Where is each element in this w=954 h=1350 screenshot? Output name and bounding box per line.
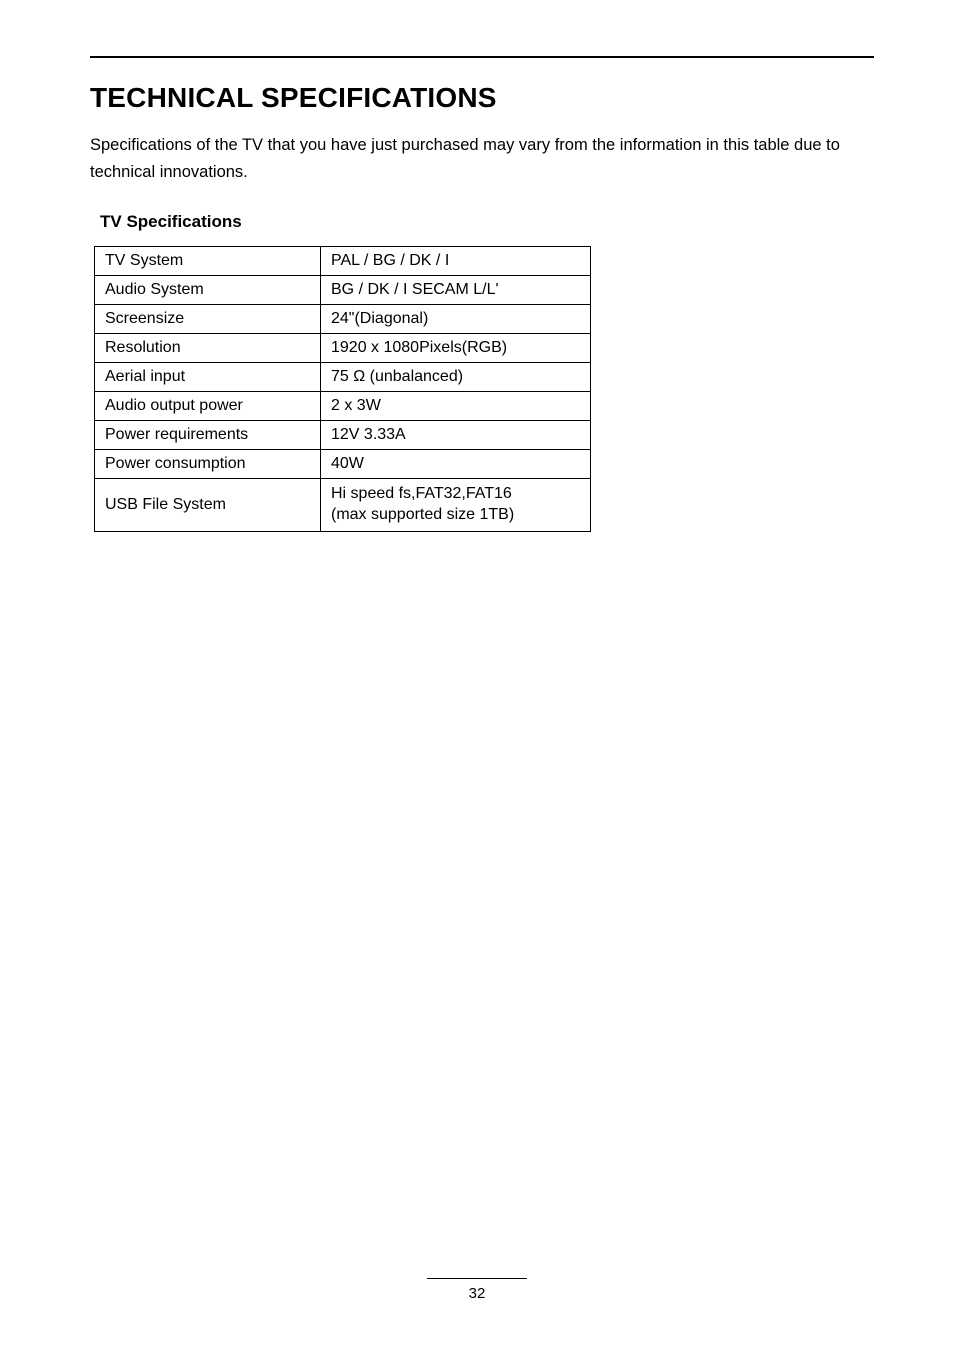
- table-row: Aerial input 75 Ω (unbalanced): [95, 363, 591, 392]
- spec-label: TV System: [95, 247, 321, 276]
- spec-label: Audio System: [95, 276, 321, 305]
- spec-label: USB File System: [95, 479, 321, 532]
- page-title: TECHNICAL SPECIFICATIONS: [90, 82, 874, 114]
- spec-value: 24"(Diagonal): [321, 305, 591, 334]
- specifications-table: TV System PAL / BG / DK / I Audio System…: [94, 246, 591, 532]
- table-row: Screensize 24"(Diagonal): [95, 305, 591, 334]
- usb-line2: (max supported size 1TB): [331, 506, 514, 523]
- table-row: Power requirements 12V 3.33A: [95, 421, 591, 450]
- table-row: Power consumption 40W: [95, 450, 591, 479]
- page-number: 32: [0, 1285, 954, 1302]
- table-row: Audio output power 2 x 3W: [95, 392, 591, 421]
- spec-label: Power consumption: [95, 450, 321, 479]
- table-heading: TV Specifications: [100, 212, 874, 232]
- page-footer: 32: [0, 1278, 954, 1302]
- spec-label: Aerial input: [95, 363, 321, 392]
- table-row: Audio System BG / DK / I SECAM L/L': [95, 276, 591, 305]
- table-row: Resolution 1920 x 1080Pixels(RGB): [95, 334, 591, 363]
- table-row: TV System PAL / BG / DK / I: [95, 247, 591, 276]
- spec-value: PAL / BG / DK / I: [321, 247, 591, 276]
- spec-value: Hi speed fs,FAT32,FAT16 (max supported s…: [321, 479, 591, 532]
- spec-label: Screensize: [95, 305, 321, 334]
- top-horizontal-rule: [90, 56, 874, 58]
- spec-value: 12V 3.33A: [321, 421, 591, 450]
- footer-horizontal-rule: [427, 1278, 527, 1279]
- spec-label: Power requirements: [95, 421, 321, 450]
- usb-line1: Hi speed fs,FAT32,FAT16: [331, 485, 512, 502]
- spec-label: Resolution: [95, 334, 321, 363]
- table-row: USB File System Hi speed fs,FAT32,FAT16 …: [95, 479, 591, 532]
- intro-paragraph: Specifications of the TV that you have j…: [90, 132, 874, 186]
- spec-value: 1920 x 1080Pixels(RGB): [321, 334, 591, 363]
- spec-value: 75 Ω (unbalanced): [321, 363, 591, 392]
- spec-label: Audio output power: [95, 392, 321, 421]
- spec-value: 40W: [321, 450, 591, 479]
- spec-value: BG / DK / I SECAM L/L': [321, 276, 591, 305]
- spec-value: 2 x 3W: [321, 392, 591, 421]
